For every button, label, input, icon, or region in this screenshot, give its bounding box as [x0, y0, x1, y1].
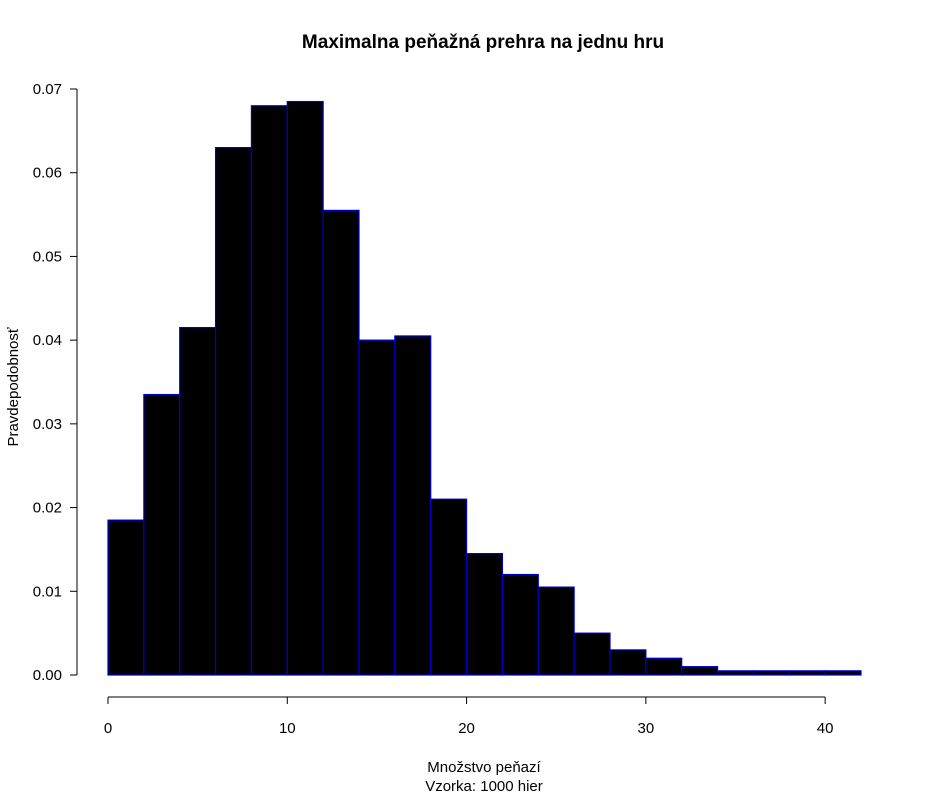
histogram-bar: [430, 498, 468, 676]
histogram-bar: [250, 105, 288, 676]
y-axis: 0.00 0.01 0.02 0.03 0.04 0.05 0.06 0.07: [33, 81, 78, 684]
histogram-bar: [394, 335, 432, 676]
histogram-bar: [824, 670, 862, 676]
y-tick-label: 0.00: [33, 667, 62, 684]
x-axis: 0 10 20 30 40: [104, 696, 834, 737]
y-tick-label: 0.01: [33, 583, 62, 600]
y-tick-label: 0.06: [33, 165, 62, 182]
y-tick-label: 0.05: [33, 248, 62, 265]
histogram-bar: [681, 666, 719, 676]
histogram-bar: [107, 519, 145, 676]
y-tick-label: 0.02: [33, 500, 62, 517]
chart-title: Maximalna peňažná prehra na jednu hru: [302, 32, 664, 53]
x-axis-subtitle: Vzorka: 1000 hier: [425, 778, 543, 795]
x-tick-label: 40: [817, 720, 834, 737]
histogram-bar: [788, 670, 826, 676]
x-tick-label: 10: [279, 720, 296, 737]
histogram-bar: [501, 573, 539, 676]
histogram-bar: [286, 100, 324, 676]
x-tick-label: 30: [638, 720, 655, 737]
histogram-bar: [143, 393, 181, 676]
histogram-bar: [573, 632, 611, 676]
histogram-bar: [716, 670, 755, 676]
bars-group: [107, 100, 862, 676]
histogram-bar: [752, 670, 790, 676]
x-axis-label: Množstvo peňazí: [427, 759, 541, 776]
y-tick-label: 0.03: [33, 416, 62, 433]
y-tick-label: 0.07: [33, 81, 62, 98]
x-tick-label: 20: [458, 720, 475, 737]
histogram-bar: [645, 657, 683, 676]
histogram-bar: [465, 553, 504, 676]
y-tick-label: 0.04: [33, 332, 62, 349]
histogram-bar: [609, 649, 647, 676]
histogram-bar: [358, 339, 396, 676]
histogram-bar: [214, 147, 253, 676]
histogram-bar: [322, 209, 360, 676]
y-axis-label: Pravdepodobnosť: [5, 327, 22, 446]
histogram-bar: [179, 326, 217, 676]
x-tick-label: 0: [104, 720, 112, 737]
histogram-bar: [537, 586, 575, 676]
